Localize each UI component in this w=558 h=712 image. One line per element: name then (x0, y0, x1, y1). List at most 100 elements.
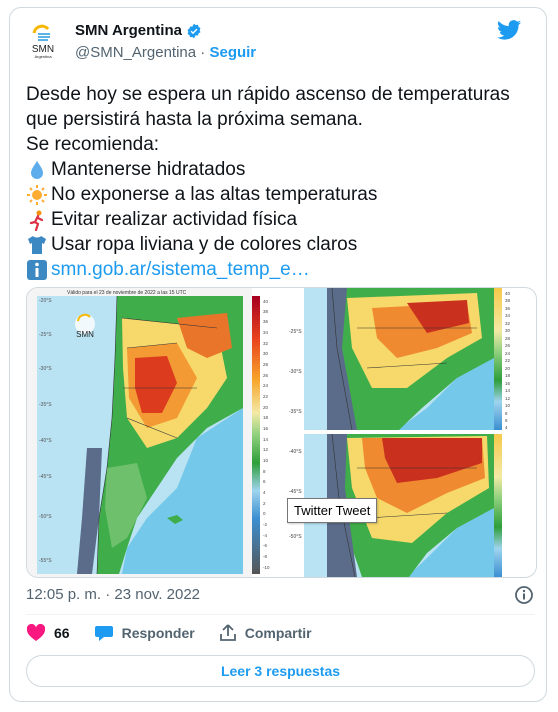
verified-badge-icon (187, 23, 201, 38)
sun-icon (27, 184, 47, 205)
timestamp-separator: · (105, 586, 111, 603)
svg-text:32: 32 (505, 321, 511, 326)
svg-text:-4: -4 (263, 533, 267, 538)
svg-text:34: 34 (505, 313, 511, 318)
follow-button[interactable]: Seguir (209, 44, 257, 61)
svg-text:24: 24 (263, 383, 269, 388)
svg-text:-6: -6 (263, 543, 267, 548)
svg-text:Argentina: Argentina (34, 54, 52, 59)
reply-label: Responder (121, 625, 195, 641)
svg-text:12: 12 (505, 396, 511, 401)
water-drop-icon (31, 160, 43, 179)
svg-text:SMN: SMN (32, 44, 54, 55)
svg-text:-50°S: -50°S (39, 514, 52, 520)
svg-text:-30°S: -30°S (39, 366, 52, 372)
svg-text:24: 24 (505, 351, 511, 356)
svg-text:-40°S: -40°S (289, 449, 302, 455)
svg-text:20: 20 (263, 405, 269, 410)
svg-text:-35°S: -35°S (39, 402, 52, 408)
avatar[interactable]: SMN Argentina (20, 16, 66, 62)
svg-text:4: 4 (505, 425, 508, 430)
tweet-time: 12:05 p. m. (26, 586, 102, 603)
list-item: smn.gob.ar/sistema_temp_e… (26, 257, 536, 282)
svg-text:-20°S: -20°S (39, 298, 52, 304)
svg-text:36: 36 (505, 306, 511, 311)
svg-text:16: 16 (505, 381, 511, 386)
tweet-actions: 66 Responder Compartir (26, 624, 336, 642)
list-item: Usar ropa liviana y de colores claros (26, 232, 536, 257)
svg-text:0: 0 (263, 511, 266, 516)
info-icon (27, 259, 47, 280)
divider (26, 614, 535, 615)
svg-text:-35°S: -35°S (289, 409, 302, 415)
svg-text:8: 8 (505, 411, 508, 416)
list-item: Mantenerse hidratados (26, 157, 536, 182)
list-item-text: Usar ropa liviana y de colores claros (51, 234, 358, 255)
svg-text:4: 4 (263, 490, 266, 495)
svg-text:12: 12 (263, 447, 269, 452)
svg-text:36: 36 (263, 319, 269, 324)
svg-text:40: 40 (263, 299, 269, 304)
tooltip: Twitter Tweet (287, 498, 378, 523)
svg-text:34: 34 (263, 330, 269, 335)
handle-separator: · (200, 44, 206, 61)
svg-text:-40°S: -40°S (39, 438, 52, 444)
reply-bubble-icon (94, 626, 113, 641)
share-label: Compartir (244, 625, 312, 641)
tweet-date: 23 nov. 2022 (114, 586, 201, 603)
list-item: Evitar realizar actividad física (26, 207, 536, 232)
tweet-media[interactable]: -20°S -25°S -30°S -35°S -40°S -45°S -50°S -5… (26, 287, 537, 578)
svg-text:-10: -10 (263, 565, 270, 570)
svg-text:-50°S: -50°S (289, 534, 302, 540)
svg-text:14: 14 (263, 437, 269, 442)
svg-text:16: 16 (263, 426, 269, 431)
tweet-timestamp[interactable]: 12:05 p. m. · 23 nov. 2022 (26, 586, 200, 603)
svg-text:30: 30 (505, 328, 511, 333)
list-item-text: Evitar realizar actividad física (51, 209, 298, 230)
svg-text:-30°S: -30°S (289, 369, 302, 375)
tweet-text: Desde hoy se espera un rápido ascenso de… (26, 82, 536, 282)
read-replies-button[interactable]: Leer 3 respuestas (26, 655, 535, 687)
svg-text:-25°S: -25°S (289, 329, 302, 335)
heart-icon (26, 624, 46, 641)
runner-icon (29, 210, 44, 231)
info-circle-icon[interactable] (514, 585, 534, 605)
twitter-bird-icon[interactable] (497, 20, 521, 40)
svg-text:6: 6 (263, 479, 266, 484)
share-button[interactable]: Compartir (219, 624, 312, 642)
like-count: 66 (54, 625, 70, 641)
svg-text:26: 26 (263, 373, 269, 378)
svg-text:-45°S: -45°S (39, 474, 52, 480)
share-icon (219, 624, 236, 641)
list-item: No exponerse a las altas temperaturas (26, 182, 536, 207)
map-logo: SMN (75, 313, 95, 339)
tweet-line-2: que persistirá hasta la próxima semana. (26, 109, 363, 130)
svg-text:38: 38 (263, 309, 269, 314)
svg-text:20: 20 (505, 366, 511, 371)
svg-text:30: 30 (263, 351, 269, 356)
svg-text:SMN: SMN (76, 330, 94, 339)
map-header-text: Válido para el 23 de noviembre de 2022 a… (67, 290, 187, 296)
svg-text:8: 8 (263, 469, 266, 474)
author-name[interactable]: SMN Argentina (75, 22, 182, 39)
svg-text:2: 2 (263, 501, 266, 506)
svg-text:-8: -8 (263, 554, 267, 559)
temperature-forecast-maps: -20°S -25°S -30°S -35°S -40°S -45°S -50°S -5… (27, 288, 536, 577)
list-item-text: Mantenerse hidratados (51, 159, 246, 180)
svg-text:18: 18 (505, 373, 511, 378)
svg-text:-55°S: -55°S (39, 558, 52, 564)
list-item-text: No exponerse a las altas temperaturas (51, 184, 378, 205)
svg-text:14: 14 (505, 388, 511, 393)
tweet-link[interactable]: smn.gob.ar/sistema_temp_e… (51, 259, 310, 280)
lat-mid-labels: -25°S -30°S -35°S -40°S -45°S -50°S (289, 329, 302, 540)
like-button[interactable]: 66 (26, 624, 70, 642)
reply-button[interactable]: Responder (94, 624, 195, 642)
svg-text:6: 6 (505, 418, 508, 423)
svg-text:22: 22 (263, 394, 269, 399)
tweet-line-1: Desde hoy se espera un rápido ascenso de… (26, 84, 510, 105)
svg-text:28: 28 (263, 362, 269, 367)
author-handle[interactable]: @SMN_Argentina (75, 44, 197, 61)
smn-logo-icon: SMN Argentina (21, 17, 65, 61)
